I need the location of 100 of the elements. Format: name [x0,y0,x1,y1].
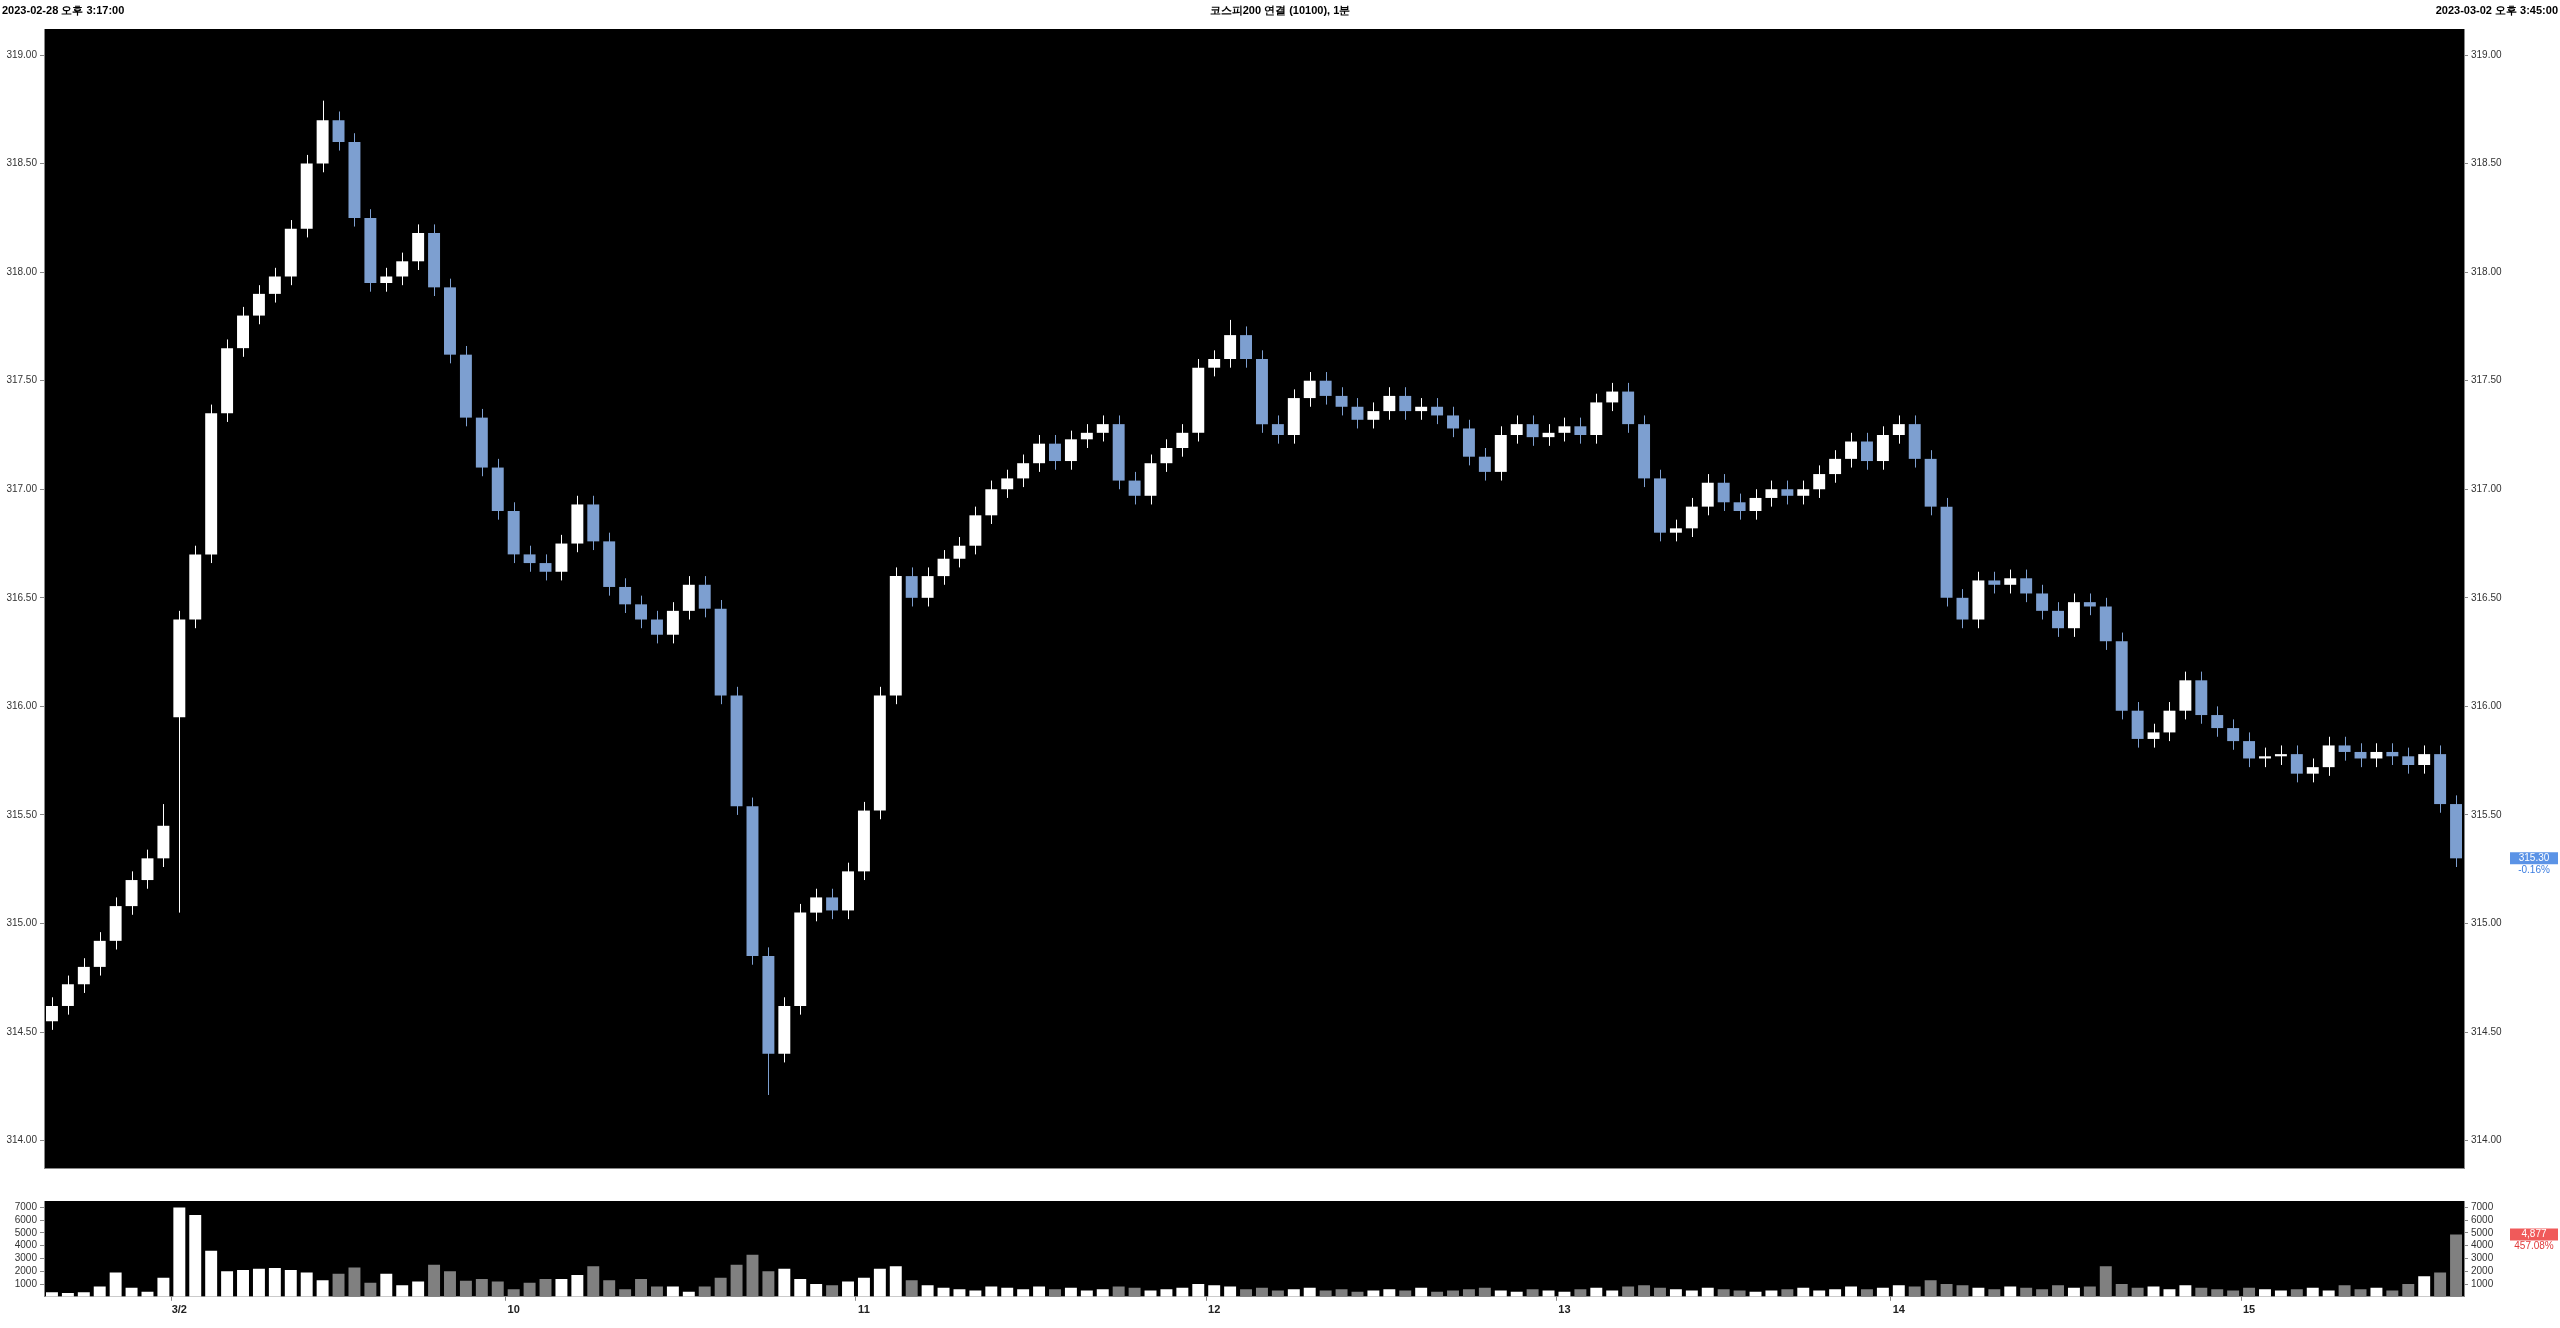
candlestick [523,545,536,573]
bar [969,1290,982,1297]
candlestick [1813,464,1826,499]
bar [1654,1287,1666,1297]
bar [1781,1289,1794,1297]
bar [921,1285,934,1297]
bar [1303,1287,1316,1297]
y2-tick-label: 1000 [2471,1277,2494,1289]
bar [1590,1287,1603,1297]
bar [1829,1289,1842,1297]
candlestick [1669,519,1682,542]
candlestick [2020,569,2033,603]
candlestick [1542,423,1555,447]
candlestick [2418,744,2431,775]
bar [842,1281,854,1297]
bar [810,1284,823,1297]
candlestick [2306,757,2319,783]
bar [1367,1290,1380,1297]
candlestick [1749,488,1762,521]
candlestick [2147,723,2160,749]
candlestick [1431,397,1444,425]
candlestick [1765,480,1778,508]
candlestick [2211,705,2224,738]
bar [1319,1290,1332,1297]
y-tick-label: 318.50 [6,157,38,169]
bar [1717,1289,1730,1297]
y-tick-label: 318.00 [6,265,38,277]
candlestick [2004,569,2017,594]
y-tick-label: 2000 [14,1265,38,1276]
y2-tick-label: 4000 [2471,1239,2494,1251]
candlestick [539,553,552,581]
bar [2243,1287,2256,1297]
y2-tick-label: 3000 [2471,1252,2494,1264]
bar [762,1271,775,1297]
y2-tick-label: 7000 [2471,1201,2494,1213]
bar [603,1280,616,1297]
candlestick [1096,414,1109,442]
bar [380,1273,393,1297]
bar [77,1292,90,1297]
candlestick [1271,414,1284,445]
bar [109,1272,122,1297]
candlestick [1574,417,1587,445]
bar [1924,1280,1937,1297]
candlestick [1860,432,1873,471]
candlestick [921,566,934,607]
candlestick [1049,434,1061,471]
candlestick [1606,382,1619,412]
bar [2259,1289,2271,1297]
bar [1860,1289,1873,1297]
bar [459,1280,472,1297]
bar [1160,1289,1173,1297]
x-tick-label: 3/2 [171,1303,187,1316]
y-tick-label: 317.50 [6,374,38,386]
bar [428,1264,441,1297]
y2-tick-label: 5000 [2471,1226,2494,1238]
candlestick [2274,744,2287,766]
y-tick-label: 314.50 [6,1025,38,1037]
bar [348,1267,361,1297]
bar [2036,1289,2049,1297]
candlestick [1447,406,1459,438]
y-tick-label: 315.50 [6,808,38,820]
bar [475,1278,488,1297]
y-tick-label: 3000 [14,1252,38,1264]
candlestick [1510,414,1523,445]
bar [444,1271,456,1297]
y2-tick-label: 316.00 [2471,700,2503,712]
bar [1638,1285,1651,1297]
candlestick [1128,471,1141,505]
bar [1813,1290,1826,1297]
candlestick [1558,417,1571,442]
candlestick [1701,473,1714,516]
candlestick [61,975,74,1016]
bar [1208,1285,1221,1297]
bar [714,1277,727,1297]
x-tick-label: 15 [2242,1303,2256,1316]
bar [2450,1234,2463,1297]
bar [2115,1284,2128,1297]
bar [937,1287,950,1297]
candlestick [2243,731,2256,768]
bar [2099,1266,2112,1297]
candlestick [826,888,839,920]
y-tick-label: 316.50 [6,591,38,603]
candlestick [650,610,663,644]
bar [1096,1289,1109,1297]
bar [1080,1290,1093,1297]
text: 2023-03-02 오후 3:45:00 [2435,3,2558,18]
candlestick [1303,371,1316,408]
bar [953,1289,966,1297]
candlestick [1829,449,1842,484]
bar [2163,1289,2176,1297]
candlestick [2290,744,2303,783]
bar [2052,1285,2064,1297]
candlestick [619,577,632,614]
bar [45,1292,58,1297]
bar [1988,1289,2001,1297]
candlestick [635,595,648,629]
candlestick [1781,480,1794,505]
bar [619,1289,632,1297]
candlestick [141,849,154,890]
bar [1271,1290,1284,1297]
